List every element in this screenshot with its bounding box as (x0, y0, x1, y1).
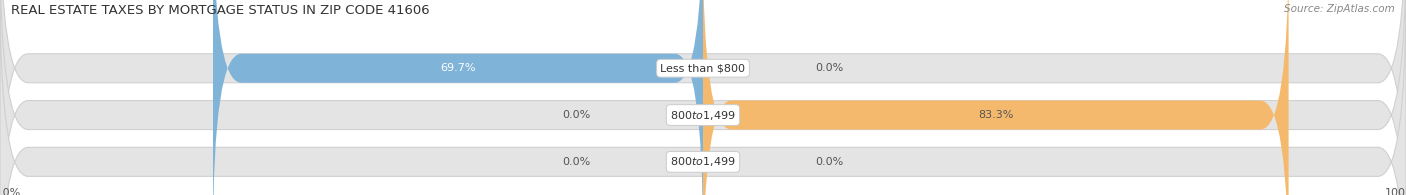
Text: Less than $800: Less than $800 (661, 63, 745, 73)
Text: 69.7%: 69.7% (440, 63, 475, 73)
Text: 0.0%: 0.0% (815, 63, 844, 73)
Text: $800 to $1,499: $800 to $1,499 (671, 109, 735, 121)
Text: Source: ZipAtlas.com: Source: ZipAtlas.com (1284, 4, 1395, 14)
Text: $800 to $1,499: $800 to $1,499 (671, 155, 735, 168)
Text: 0.0%: 0.0% (562, 110, 591, 120)
Text: 0.0%: 0.0% (815, 157, 844, 167)
Text: REAL ESTATE TAXES BY MORTGAGE STATUS IN ZIP CODE 41606: REAL ESTATE TAXES BY MORTGAGE STATUS IN … (11, 4, 430, 17)
FancyBboxPatch shape (703, 0, 1289, 195)
Text: 0.0%: 0.0% (562, 157, 591, 167)
FancyBboxPatch shape (212, 0, 703, 195)
Text: 83.3%: 83.3% (979, 110, 1014, 120)
